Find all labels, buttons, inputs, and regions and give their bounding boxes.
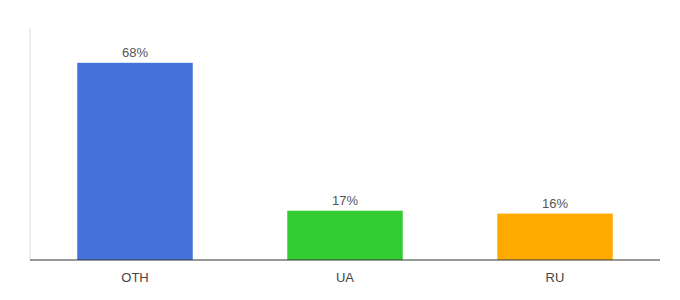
page: {"chart_data": {"type": "bar", "categori… [0,0,680,300]
y-axis-line [30,28,31,260]
x-tick-label: UA [336,270,354,285]
data-labels: 68% 17% 16% [122,45,568,211]
bar [77,63,193,260]
x-tick-labels: OTH UA RU [121,270,564,285]
chart-svg: 68% 17% 16% OTH UA RU [0,0,680,300]
bar [287,211,403,260]
bars [77,63,613,260]
x-axis-line [30,260,660,261]
bar [497,214,613,260]
data-label: 17% [332,193,358,208]
x-tick-label: OTH [121,270,148,285]
chart-container: 68% 17% 16% OTH UA RU [0,0,680,300]
data-label: 68% [122,45,148,60]
x-tick-label: RU [546,270,565,285]
data-label: 16% [542,196,568,211]
